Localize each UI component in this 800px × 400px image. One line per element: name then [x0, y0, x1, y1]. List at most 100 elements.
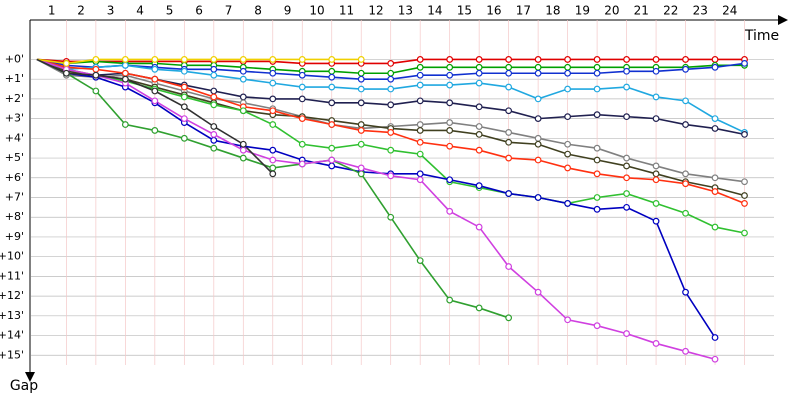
point — [564, 63, 572, 71]
point — [505, 63, 513, 71]
point — [711, 223, 719, 231]
x-tick-label: 12 — [368, 4, 383, 18]
y-arrow — [25, 372, 35, 382]
point — [623, 203, 630, 211]
point — [564, 164, 572, 172]
point — [682, 170, 689, 178]
point — [269, 121, 277, 128]
point — [652, 67, 660, 75]
point — [210, 123, 218, 130]
point — [534, 194, 542, 201]
point — [534, 156, 542, 164]
point — [505, 129, 513, 136]
point — [180, 83, 188, 91]
series-line — [36, 58, 716, 338]
point — [682, 65, 689, 73]
point — [92, 65, 100, 73]
x-tick-label: 13 — [398, 4, 413, 18]
point — [475, 63, 483, 71]
point — [151, 87, 159, 95]
point — [652, 340, 660, 347]
point — [180, 56, 188, 63]
point — [298, 160, 306, 168]
point — [682, 180, 689, 188]
point — [652, 56, 660, 63]
point — [210, 130, 218, 138]
point — [711, 334, 719, 341]
point — [210, 65, 218, 73]
point — [121, 121, 129, 128]
point — [328, 99, 336, 107]
point — [505, 107, 513, 115]
y-axis-label: Gap — [10, 378, 38, 394]
point — [534, 288, 542, 296]
x-tick-label: 20 — [604, 4, 619, 18]
point — [357, 85, 365, 93]
point — [505, 190, 513, 197]
point — [534, 56, 542, 63]
point — [269, 146, 277, 154]
point — [682, 97, 689, 105]
x-axis-label: Time — [744, 28, 779, 44]
y-tick-label: +0' — [5, 52, 24, 65]
point — [151, 65, 159, 73]
point — [505, 154, 513, 162]
point — [357, 127, 365, 134]
point — [416, 121, 424, 128]
x-tick-label: 24 — [722, 4, 737, 18]
point — [180, 67, 188, 75]
point — [357, 140, 365, 148]
point — [121, 75, 129, 83]
point — [623, 113, 630, 121]
x-tick-label: 21 — [634, 4, 649, 18]
point — [210, 87, 218, 95]
point — [269, 164, 277, 172]
point — [416, 71, 424, 79]
point — [623, 154, 630, 162]
point — [387, 146, 395, 154]
point — [269, 56, 277, 63]
point — [564, 69, 572, 77]
point — [593, 194, 601, 201]
point — [416, 176, 424, 184]
point — [387, 129, 395, 136]
point — [475, 146, 483, 154]
point — [475, 69, 483, 77]
x-tick-label: 23 — [693, 4, 708, 18]
y-tick-label: +2' — [5, 92, 24, 105]
point — [298, 140, 306, 148]
point — [151, 97, 159, 105]
point — [357, 121, 365, 128]
point — [416, 127, 424, 134]
point — [92, 87, 100, 95]
point — [682, 121, 689, 128]
point — [593, 170, 601, 178]
point — [269, 156, 277, 164]
point — [741, 192, 748, 199]
point — [623, 56, 630, 63]
x-tick-label: 3 — [107, 4, 115, 18]
point — [505, 56, 513, 63]
point — [328, 56, 336, 63]
point — [711, 188, 719, 195]
point — [446, 99, 454, 107]
y-tick-label: +4' — [5, 131, 24, 144]
y-tick-label: +12' — [0, 289, 24, 302]
point — [534, 134, 542, 142]
y-tick-label: +3' — [5, 112, 24, 125]
y-tick-label: +10' — [0, 250, 24, 263]
point — [505, 69, 513, 77]
point — [475, 79, 483, 87]
x-tick-label: 14 — [427, 4, 442, 18]
point — [151, 75, 159, 83]
point — [357, 170, 365, 178]
point — [711, 355, 719, 363]
point — [593, 69, 601, 77]
x-tick-label: 8 — [254, 4, 262, 18]
y-tick-label: +1' — [5, 72, 24, 85]
y-tick-label: +9' — [5, 230, 24, 243]
point — [239, 67, 247, 75]
point — [652, 217, 660, 225]
point — [328, 156, 336, 164]
series-line — [36, 58, 362, 65]
